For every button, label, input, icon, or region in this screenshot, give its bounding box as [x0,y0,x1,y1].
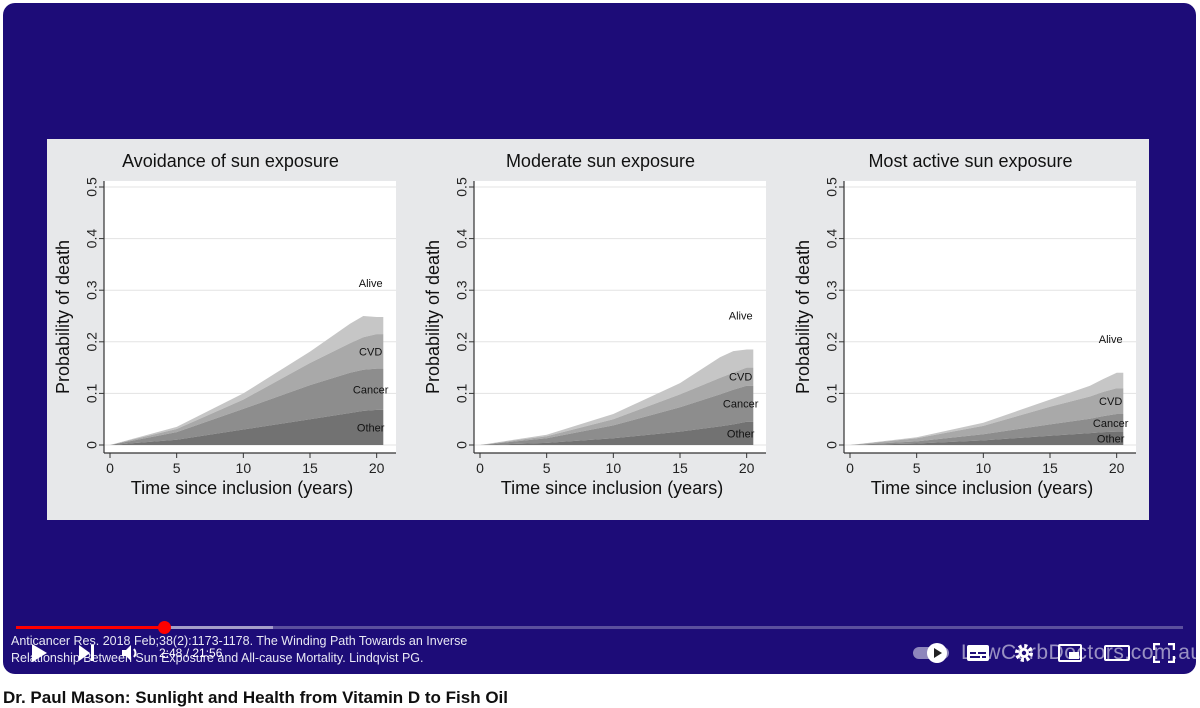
y-tick-label: 0.1 [84,383,100,403]
time-display: 2:48 / 21:56 [159,646,223,660]
series-label-alive: Alive [359,278,383,290]
chart-panel-moderate: Moderate sun exposure 0 0.1 0.2 0.3 0.4 0.5 0 5… [417,139,784,520]
volume-icon [122,645,137,661]
x-tick-label: 15 [1042,460,1058,476]
subtitles-icon [967,645,989,661]
y-tick-label: 0.2 [824,332,840,352]
y-tick-label: 0.4 [824,229,840,249]
y-tick-label: 0.5 [454,177,470,197]
area-cancer [850,414,1124,445]
area-other [480,421,754,445]
x-tick-label: 20 [1109,460,1125,476]
progress-played [16,626,165,629]
series-label-cancer: Cancer [353,384,389,396]
play-button[interactable] [25,639,53,667]
video-player[interactable]: Avoidance of sun exposure 0 0.1 0.2 0.3 0.4 0… [3,3,1196,674]
slide-citation: Anticancer Res. 2018 Feb;38(2):1173-1178… [11,633,571,667]
x-axis-title: Time since inclusion (years) [871,478,1093,498]
theater-button[interactable] [1103,641,1131,665]
series-label-alive: Alive [729,311,753,323]
x-tick-label: 5 [543,460,551,476]
subtitles-button[interactable] [965,641,991,665]
y-tick-label: 0.2 [454,332,470,352]
x-axis-title: Time since inclusion (years) [501,478,723,498]
chart-title: Avoidance of sun exposure [122,151,339,171]
fullscreen-button[interactable] [1151,641,1177,665]
settings-button[interactable] [1011,641,1037,665]
chart-avoidance: 0 0.1 0.2 0.3 0.4 0.5 0 5 10 15 20 Other Cancer CVD Al… [53,177,396,498]
next-icon [79,645,94,661]
x-tick-label: 15 [302,460,318,476]
y-tick-label: 0.5 [84,177,100,197]
gear-icon [1015,644,1033,662]
progress-bar[interactable] [16,621,1183,634]
x-tick-label: 20 [369,460,385,476]
area-other [850,431,1124,445]
y-tick-label: 0.4 [84,229,100,249]
video-title: Dr. Paul Mason: Sunlight and Health from… [3,688,509,707]
slide: Avoidance of sun exposure 0 0.1 0.2 0.3 0.4 0… [47,139,1149,520]
series-label-cancer: Cancer [1093,418,1129,430]
y-tick-label: 0.3 [84,280,100,300]
x-tick-label: 0 [476,460,484,476]
y-axis-title: Probability of death [423,240,443,394]
x-tick-label: 0 [106,460,114,476]
area-cvd [850,388,1124,445]
x-tick-label: 20 [739,460,755,476]
area-cancer [110,368,384,445]
fullscreen-icon [1153,643,1175,663]
y-tick-label: 0.5 [824,177,840,197]
x-tick-label: 10 [606,460,622,476]
area-other [110,409,384,445]
citation-line-2: Relationship Between Sun Exposure and Al… [11,651,424,665]
progress-scrubber[interactable] [158,621,172,634]
area-alive [480,349,754,445]
y-axis-title: Probability of death [53,240,73,394]
y-tick-label: 0 [824,441,840,449]
series-label-other: Other [357,422,385,434]
x-tick-label: 0 [846,460,854,476]
autoplay-toggle[interactable] [911,641,953,665]
y-tick-label: 0.3 [454,280,470,300]
miniplayer-button[interactable] [1057,641,1083,665]
series-label-alive: Alive [1099,334,1123,346]
y-tick-label: 0.2 [84,332,100,352]
series-label-cvd: CVD [359,346,382,358]
area-alive [110,316,384,445]
citation-line-1: Anticancer Res. 2018 Feb;38(2):1173-1178… [11,634,468,648]
autoplay-toggle-icon [913,643,949,663]
play-icon [32,644,47,662]
chart-panel-avoidance: Avoidance of sun exposure 0 0.1 0.2 0.3 0.4 0… [47,139,414,520]
y-tick-label: 0 [454,441,470,449]
series-label-other: Other [727,428,755,440]
y-axis-title: Probability of death [793,240,813,394]
chart-title: Moderate sun exposure [505,151,696,171]
area-cvd [110,334,384,445]
series-label-other: Other [1097,433,1125,445]
next-button[interactable] [73,639,101,667]
chart-panel-most-active: Most active sun exposure 0 0.1 0.2 0.3 0.4 0.… [787,139,1154,520]
y-tick-label: 0.1 [454,383,470,403]
y-tick-label: 0.4 [454,229,470,249]
x-tick-label: 15 [672,460,688,476]
y-tick-label: 0 [84,441,100,449]
x-axis-title: Time since inclusion (years) [131,478,353,498]
x-tick-label: 5 [173,460,181,476]
series-label-cancer: Cancer [723,399,759,411]
y-tick-label: 0.3 [824,280,840,300]
chart-most-active: 0 0.1 0.2 0.3 0.4 0.5 0 5 10 15 20 Other Cancer CVD Al… [793,177,1136,498]
area-cancer [480,385,754,445]
x-tick-label: 10 [236,460,252,476]
volume-button[interactable] [117,639,145,667]
theater-icon [1104,645,1130,661]
x-tick-label: 5 [913,460,921,476]
chart-title: Most active sun exposure [868,151,1073,171]
y-tick-label: 0.1 [824,383,840,403]
series-label-cvd: CVD [1099,396,1122,408]
chart-moderate: 0 0.1 0.2 0.3 0.4 0.5 0 5 10 15 20 Other Cancer CVD Al… [423,177,766,498]
series-label-cvd: CVD [729,372,752,384]
x-tick-label: 10 [976,460,992,476]
miniplayer-icon [1058,644,1082,662]
